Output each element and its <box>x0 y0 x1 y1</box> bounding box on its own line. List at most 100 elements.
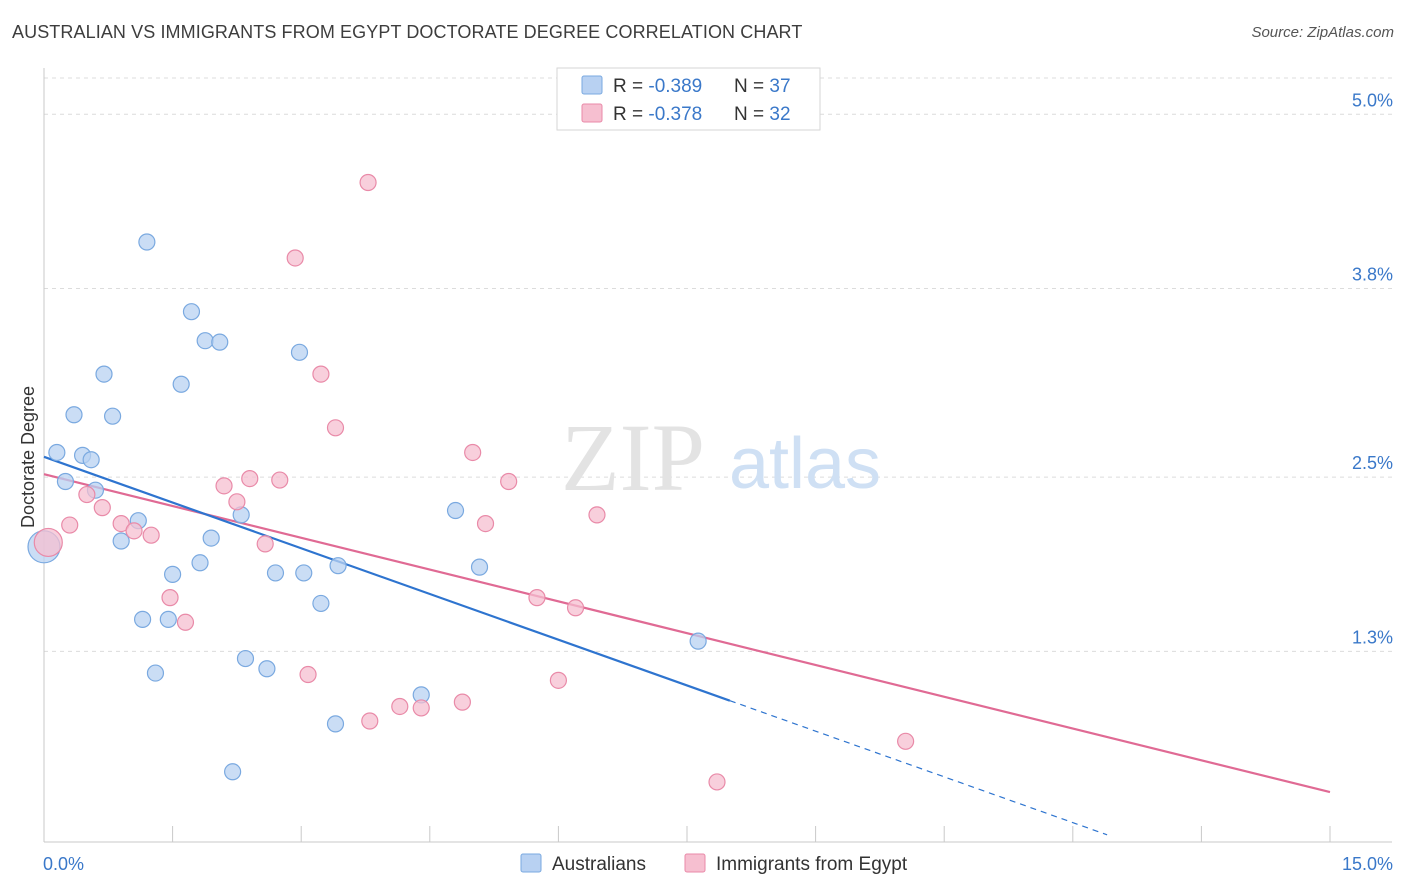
bottom-legend-swatch-australians <box>520 853 542 873</box>
point-egypt <box>112 514 130 533</box>
x-tick-label: 15.0% <box>1342 854 1393 874</box>
point-egypt <box>412 699 430 717</box>
point-australians <box>164 565 182 583</box>
point-australians <box>196 332 214 350</box>
point-australians <box>202 529 220 547</box>
y-tick-label: 1.3% <box>1352 627 1393 647</box>
point-egypt <box>299 665 317 684</box>
point-australians <box>266 564 285 582</box>
point-australians <box>48 443 66 462</box>
legend-swatch-australians <box>581 75 603 95</box>
source-label: Source: ZipAtlas.com <box>1251 24 1394 41</box>
trend-line-australians <box>43 455 731 702</box>
point-australians <box>295 564 313 582</box>
bottom-legend-swatch-egypt <box>684 853 706 873</box>
point-egypt <box>78 485 96 504</box>
legend-r-value: -0.389 <box>648 76 702 97</box>
point-australians <box>138 233 156 251</box>
point-australians <box>329 557 347 575</box>
point-egypt <box>241 469 259 488</box>
y-tick-label: 5.0% <box>1352 90 1393 110</box>
y-axis-label: Doctorate Degree <box>18 386 38 528</box>
point-egypt <box>708 773 726 791</box>
trend-lines <box>43 455 1331 836</box>
point-egypt <box>286 249 304 267</box>
point-egypt <box>453 693 471 711</box>
point-australians <box>172 375 190 393</box>
point-australians <box>56 472 75 491</box>
point-egypt <box>215 477 233 495</box>
point-egypt <box>361 712 379 730</box>
point-egypt <box>93 499 111 517</box>
point-australians <box>326 715 345 733</box>
point-australians <box>112 532 130 550</box>
watermark-zip: ZIP <box>561 404 705 511</box>
svg-text:N = 37: N = 37 <box>734 76 791 97</box>
svg-text:R = -0.378: R = -0.378 <box>613 104 702 125</box>
y-tick-label: 3.8% <box>1352 264 1393 284</box>
point-australians <box>689 632 707 650</box>
point-australians <box>470 558 489 576</box>
legend-r-label: R = <box>613 104 648 125</box>
point-australians <box>446 501 465 520</box>
bottom-legend-australians: Australians <box>552 854 646 875</box>
axes <box>43 68 1392 843</box>
point-australians <box>65 406 83 424</box>
bottom-legend: Australians Immigrants from Egypt <box>520 853 908 875</box>
point-egypt <box>528 589 546 607</box>
data-points <box>27 173 915 791</box>
trend-line-egypt <box>43 473 1331 794</box>
point-egypt <box>271 471 289 489</box>
point-egypt <box>125 522 143 540</box>
x-tick-label: 0.0% <box>43 854 84 874</box>
bottom-legend-egypt: Immigrants from Egypt <box>716 854 908 875</box>
point-australians <box>133 610 152 628</box>
point-australians <box>95 365 113 383</box>
point-egypt <box>566 599 585 617</box>
point-egypt <box>588 506 606 524</box>
trend-line-australians-extension <box>729 700 1108 836</box>
legend-n-label: N = <box>734 76 769 97</box>
watermark-atlas: atlas <box>729 424 881 504</box>
point-egypt <box>161 589 179 607</box>
legend-r-label: R = <box>613 76 648 97</box>
point-egypt <box>897 732 915 750</box>
legend-n-label: N = <box>734 104 769 125</box>
point-australians <box>290 343 309 361</box>
point-australians <box>236 649 255 668</box>
point-egypt <box>33 527 63 558</box>
point-australians <box>211 333 229 351</box>
point-egypt <box>228 493 246 511</box>
tick-labels: 1.3% 2.5% 3.8% 5.0% 0.0% 15.0% <box>43 90 1393 874</box>
legend-r-value: -0.378 <box>648 104 702 125</box>
point-egypt <box>500 472 518 491</box>
legend-n-value: 37 <box>769 76 790 97</box>
legend-swatch-egypt <box>581 103 603 123</box>
point-australians <box>191 554 209 572</box>
watermark: ZIP atlas <box>561 404 881 511</box>
point-australians <box>182 303 201 321</box>
grid-lines <box>44 77 1392 652</box>
point-australians <box>146 664 165 682</box>
point-egypt <box>142 526 160 544</box>
point-australians <box>82 451 100 469</box>
point-australians <box>224 763 242 781</box>
point-australians <box>159 610 177 628</box>
point-egypt <box>476 514 495 533</box>
point-egypt <box>312 365 330 383</box>
point-egypt <box>61 516 79 534</box>
point-australians <box>103 407 122 425</box>
point-australians <box>312 594 330 613</box>
point-egypt <box>464 443 482 462</box>
point-egypt <box>176 613 195 631</box>
chart-title: AUSTRALIAN VS IMMIGRANTS FROM EGYPT DOCT… <box>12 22 803 42</box>
y-tick-label: 2.5% <box>1352 453 1393 473</box>
point-egypt <box>359 173 377 192</box>
legend: R = -0.389 N = 37 R = -0.378 N = 32 <box>556 67 821 131</box>
svg-text:N = 32: N = 32 <box>734 104 791 125</box>
point-australians <box>258 660 276 678</box>
point-egypt <box>326 419 345 437</box>
point-egypt <box>256 535 274 553</box>
point-egypt <box>549 671 568 689</box>
